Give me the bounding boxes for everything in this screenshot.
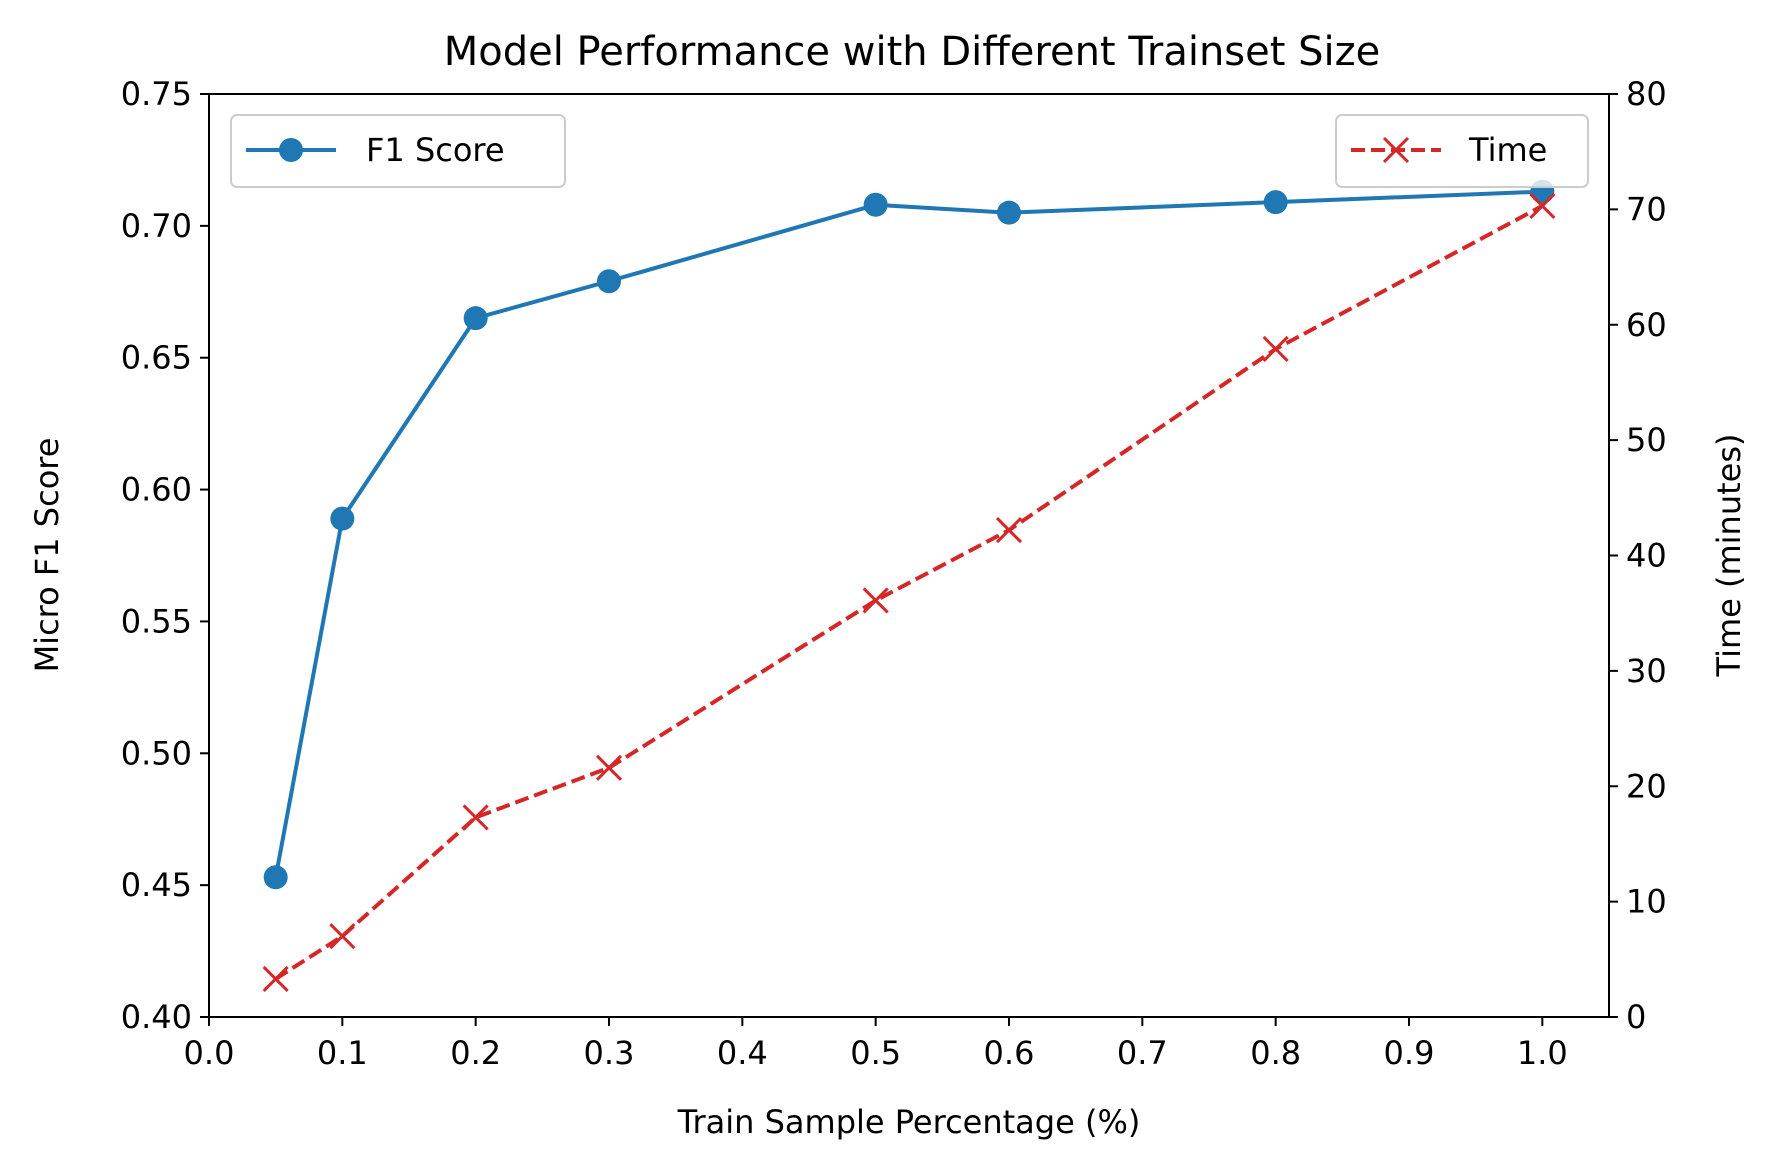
y-tick-label: 0.50 <box>121 734 192 772</box>
x-tick-label: 0.3 <box>584 1034 635 1072</box>
time-point <box>262 965 289 992</box>
f1-score-point <box>330 506 355 531</box>
x-axis-title: Train Sample Percentage (%) <box>677 1103 1141 1141</box>
y2-tick-label: 50 <box>1626 421 1667 459</box>
y2-tick-label: 20 <box>1626 767 1667 805</box>
x-tick-label: 0.0 <box>184 1034 235 1072</box>
legend-f1-label: F1 Score <box>366 131 505 169</box>
x-tick-label: 0.2 <box>450 1034 501 1072</box>
y-axis-title: Micro F1 Score <box>28 438 66 673</box>
time-point <box>862 587 889 614</box>
f1-score-point <box>1263 190 1288 215</box>
legend-time: Time <box>1335 114 1589 188</box>
legend-f1: F1 Score <box>230 114 566 188</box>
x-tick-label: 0.4 <box>717 1034 768 1072</box>
legend-f1-box <box>230 114 566 188</box>
x-tick-label: 0.7 <box>1117 1034 1168 1072</box>
f1-score-point <box>863 192 888 217</box>
f1-score-point <box>597 269 621 294</box>
y2-tick-label: 70 <box>1626 190 1667 228</box>
y2-tick-label: 10 <box>1626 883 1667 921</box>
x-tick-label: 0.6 <box>984 1034 1035 1072</box>
x-tick-label: 0.5 <box>850 1034 901 1072</box>
legend-time-label: Time <box>1468 131 1547 169</box>
x-axis-ticks: 0.0 0.1 0.2 0.3 0.4 0.5 0.6 0.7 0.8 0.9 1.0 <box>184 1017 1568 1072</box>
y-tick-label: 0.65 <box>121 339 192 377</box>
x-tick-label: 0.9 <box>1384 1034 1435 1072</box>
f1-score-point <box>997 200 1021 225</box>
time-point <box>995 517 1023 544</box>
x-tick-label: 0.1 <box>317 1034 368 1072</box>
y2-tick-label: 30 <box>1626 652 1667 690</box>
time-point <box>329 923 356 950</box>
f1-score-point <box>463 306 488 331</box>
y2-tick-label: 0 <box>1626 998 1646 1036</box>
time-point <box>595 754 623 781</box>
y-tick-label: 0.40 <box>121 998 192 1036</box>
x-tick-label: 1.0 <box>1517 1034 1568 1072</box>
y-tick-label: 0.60 <box>121 471 192 509</box>
legend-time-marker <box>1382 136 1410 164</box>
series-line-f1-score <box>273 189 1543 878</box>
y-tick-label: 0.45 <box>121 866 192 904</box>
f1-score-point <box>263 865 288 890</box>
y-tick-label: 0.70 <box>121 207 192 245</box>
y2-tick-label: 40 <box>1626 537 1667 575</box>
y2-tick-label: 60 <box>1626 306 1667 344</box>
time-point <box>1262 335 1289 363</box>
y2-axis-title: Time (minutes) <box>1710 434 1748 678</box>
chart-title: Model Performance with Different Trainse… <box>444 29 1381 75</box>
series-layer <box>262 179 1556 992</box>
y2-tick-label: 80 <box>1626 75 1667 113</box>
legend-time-box <box>1335 114 1589 188</box>
y2-axis-ticks: 0 10 20 30 40 50 60 70 80 <box>1609 75 1667 1036</box>
time-point <box>462 804 489 831</box>
y-tick-label: 0.75 <box>121 75 192 113</box>
y-axis-ticks: 0.40 0.45 0.50 0.55 0.60 0.65 0.70 0.75 <box>121 75 209 1036</box>
time-point <box>1529 192 1556 219</box>
y-tick-label: 0.55 <box>121 602 192 640</box>
series-line-time <box>274 204 1544 981</box>
legend-f1-marker <box>279 138 303 162</box>
x-tick-label: 0.8 <box>1250 1034 1301 1072</box>
